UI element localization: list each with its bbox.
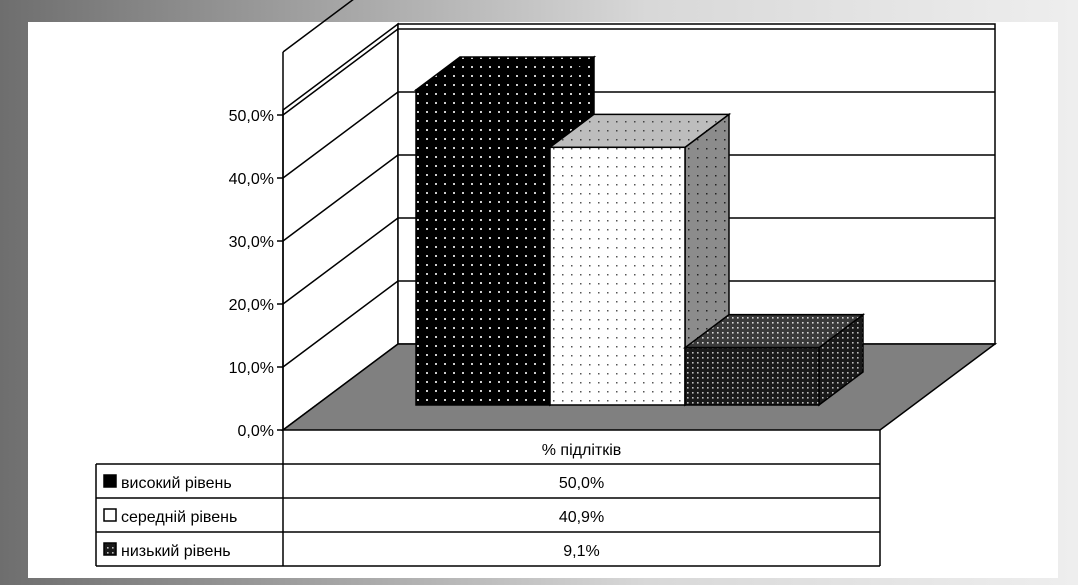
legend-label: низький рівень (121, 543, 231, 560)
bar-front (549, 146, 686, 406)
gridline-side (282, 0, 354, 53)
gridline-side (282, 91, 399, 179)
y-tick-label: 0,0% (238, 423, 274, 440)
bar-front (415, 89, 551, 406)
legend-label: середній рівень (121, 509, 237, 526)
gridline-side (282, 280, 399, 368)
legend-swatch-1 (103, 474, 117, 488)
y-tick-label: 30,0% (229, 234, 274, 251)
data-label: 40,9% (559, 509, 604, 526)
y-tick-label: 50,0% (229, 108, 274, 125)
y-tick-label: 40,0% (229, 171, 274, 188)
legend-label: високий рівень (121, 475, 232, 492)
y-axis: 0,0% 10,0% 20,0% 30,0% 40,0% 50,0% (229, 52, 284, 440)
data-label: 9,1% (563, 543, 599, 560)
y-tick-label: 10,0% (229, 360, 274, 377)
gridline-side (282, 28, 399, 116)
y-tick-label: 20,0% (229, 297, 274, 314)
data-table: % підлітків високий рівень 50,0% середній р… (95, 430, 881, 567)
bar-front (684, 346, 820, 406)
category-label: % підлітків (542, 442, 622, 459)
data-label: 50,0% (559, 475, 604, 492)
bar-3 (682, 313, 866, 407)
legend-swatch-3 (103, 542, 117, 556)
gridline-side (282, 217, 399, 305)
gridline-side (282, 154, 399, 242)
bars (413, 55, 866, 407)
legend-swatch-2 (103, 508, 117, 522)
